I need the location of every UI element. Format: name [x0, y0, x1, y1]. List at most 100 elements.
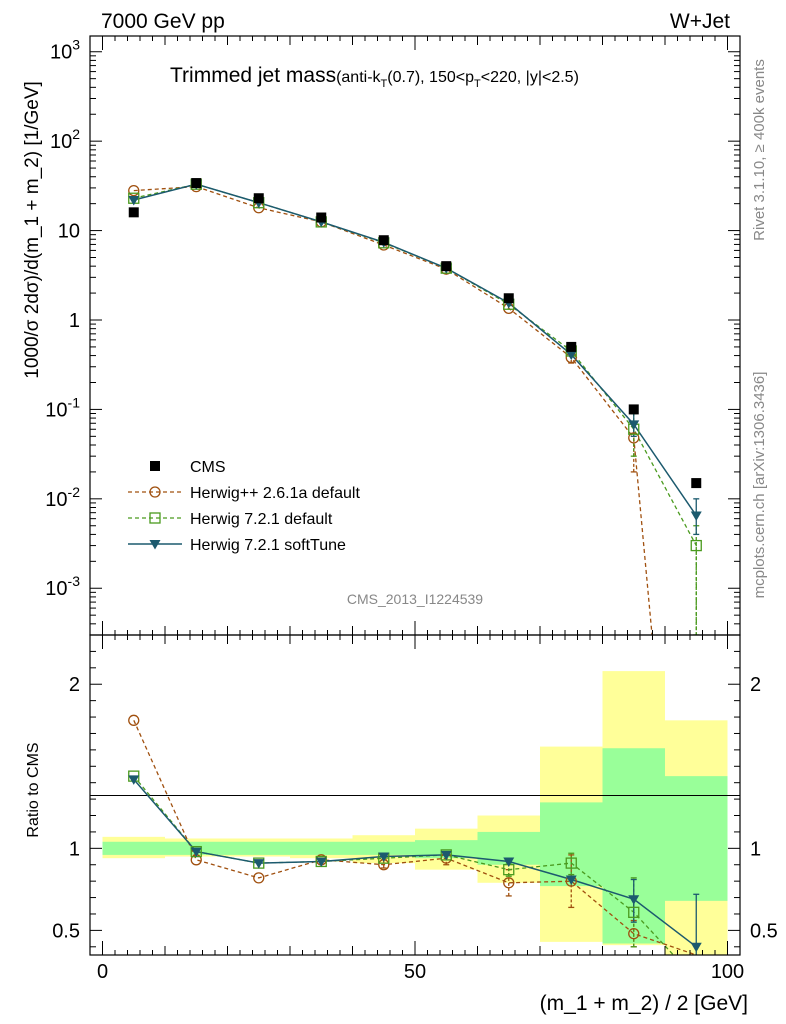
ratio-herwig721-point-8	[628, 906, 640, 918]
main-ytick-exp-6: 3	[72, 37, 80, 53]
ratio-softtune-line	[133, 778, 697, 948]
ratio-herwig721-point-7	[565, 857, 577, 869]
main-plot-title: Trimmed jet mass(anti-kT(0.7), 150<pT<22…	[170, 64, 579, 90]
main-cms-point-6	[503, 293, 514, 304]
ratio-softtune-point-9	[690, 942, 702, 953]
header-left-label: 7000 GeV pp	[101, 10, 225, 33]
main-ytick-base-0: 10	[45, 578, 67, 600]
ratio-ytick-label-0: 0.5	[52, 920, 80, 942]
ratio-ytick-label-2: 2	[69, 674, 80, 696]
title-sub-t2: T	[474, 78, 481, 90]
legend-label-softtune: Herwig 7.2.1 softTune	[190, 537, 346, 554]
main-cms-point-8	[628, 404, 639, 415]
main-ytick-label-3: 1	[69, 310, 80, 332]
main-plot-frame	[89, 35, 741, 636]
legend-label-herwig721: Herwig 7.2.1 default	[190, 511, 333, 528]
legend-marker-cms	[150, 461, 160, 471]
title-sub-b: (0.7), 150<p	[387, 69, 474, 86]
main-ytick-base-1: 10	[45, 489, 67, 511]
ratio-ytick-label-right-2: 2	[750, 674, 761, 696]
main-herwigpp-line	[133, 185, 653, 635]
main-softtune-point-8	[628, 420, 640, 430]
main-herwigpp-point-8	[628, 432, 640, 444]
ratio-ytick-label-right-1: 1	[750, 838, 761, 860]
main-cms-point-2	[253, 193, 264, 204]
ratio-ytick-label-right-0: 0.5	[750, 920, 778, 942]
main-ytick-label-6: 103	[50, 37, 80, 64]
xtick-label-2: 100	[711, 961, 744, 983]
main-herwigpp-point-0	[128, 184, 140, 197]
ratio-herwigpp-line	[133, 720, 697, 955]
main-softtune-point-9	[690, 511, 702, 522]
main-cms-point-1	[191, 178, 202, 189]
band-green-5	[415, 840, 478, 859]
main-cms-point-3	[316, 212, 327, 223]
band-green-3	[290, 841, 353, 855]
rivet-label: Rivet 3.1.10, ≥ 400k events	[751, 59, 768, 241]
title-sub-t1: T	[381, 78, 388, 90]
ratio-softtune-point-2	[253, 859, 265, 869]
ratio-softtune-point-5	[440, 850, 452, 861]
ratio-softtune-point-8	[628, 895, 640, 905]
legend-label-cms: CMS	[190, 459, 226, 476]
main-ytick-base-6: 10	[50, 42, 72, 64]
ratio-series	[128, 714, 702, 955]
band-green-2	[227, 841, 290, 855]
main-ytick-exp-0: -3	[68, 573, 81, 589]
legend-label-herwigpp: Herwig++ 2.6.1a default	[190, 485, 360, 502]
main-softtune-point-0	[128, 195, 140, 206]
main-ytick-label-5: 102	[50, 126, 80, 153]
xtick-label-1: 50	[404, 961, 426, 983]
ratio-herwigpp-point-8	[628, 928, 640, 940]
ratio-ylabel: Ratio to CMS	[25, 742, 42, 837]
band-green-0	[102, 841, 165, 855]
main-cms-point-0	[128, 207, 139, 218]
svg-text:Trimmed jet mass(anti-kT(0.7),: Trimmed jet mass(anti-kT(0.7), 150<pT<22…	[170, 64, 579, 90]
legend-marker-herwigpp	[149, 486, 161, 498]
main-ytick-exp-2: -1	[68, 394, 81, 410]
main-ytick-label-1: 10-2	[45, 484, 80, 511]
main-ytick-base-3: 1	[69, 310, 80, 332]
main-herwig721-point-9	[690, 539, 702, 552]
main-ytick-base-5: 10	[50, 131, 72, 153]
ratio-herwigpp-point-2	[253, 872, 265, 884]
legend: CMS Herwig++ 2.6.1a default Herwig 7.2.1 d…	[128, 459, 360, 554]
main-ytick-label-4: 10	[58, 221, 80, 243]
main-softtune-line	[133, 183, 697, 517]
main-cms-point-4	[378, 235, 389, 246]
ratio-softtune-point-1	[190, 847, 202, 858]
analysis-label: CMS_2013_I1224539	[347, 591, 483, 607]
ratio-ytick-label-1: 1	[69, 838, 80, 860]
ratio-softtune-point-6	[503, 857, 515, 867]
band-green-9	[665, 776, 728, 901]
main-ytick-exp-1: -2	[68, 484, 81, 500]
title-sub-c: <220, |y|<2.5)	[481, 69, 579, 86]
main-cms-point-7	[566, 341, 577, 352]
main-series	[128, 178, 702, 635]
ratio-softtune-point-7	[565, 875, 577, 886]
band-green-4	[352, 841, 415, 855]
ratio-softtune-point-0	[128, 775, 140, 785]
main-cms-point-9	[691, 478, 702, 489]
main-herwig721-line	[133, 183, 697, 635]
main-ytick-exp-5: 2	[72, 126, 80, 142]
main-ytick-base-2: 10	[45, 399, 67, 421]
xlabel: (m_1 + m_2) / 2 [GeV]	[540, 992, 748, 1015]
header-right-label: W+Jet	[670, 10, 730, 33]
legend-marker-herwig721	[149, 512, 161, 524]
main-softtune-point-7	[565, 350, 577, 361]
ratio-herwigpp-point-6	[503, 877, 515, 889]
mcplots-label: mcplots.cern.ch [arXiv:1306.3436]	[751, 372, 768, 599]
main-ytick-label-0: 10-3	[45, 573, 80, 600]
main-ylabel: 1000/σ 2dσ)/d(m_1 + m_2) [1/GeV]	[22, 81, 43, 379]
xtick-label-0: 0	[97, 961, 108, 983]
title-sub-a: (anti-k	[336, 69, 381, 86]
main-ytick-base-4: 10	[58, 221, 80, 243]
ratio-bands	[102, 671, 728, 955]
main-ytick-label-2: 10-1	[45, 394, 80, 421]
main-cms-point-5	[441, 261, 452, 272]
ratio-herwigpp-point-0	[128, 714, 140, 726]
ratio-softtune-point-3	[315, 857, 327, 867]
title-main: Trimmed jet mass	[170, 64, 336, 87]
